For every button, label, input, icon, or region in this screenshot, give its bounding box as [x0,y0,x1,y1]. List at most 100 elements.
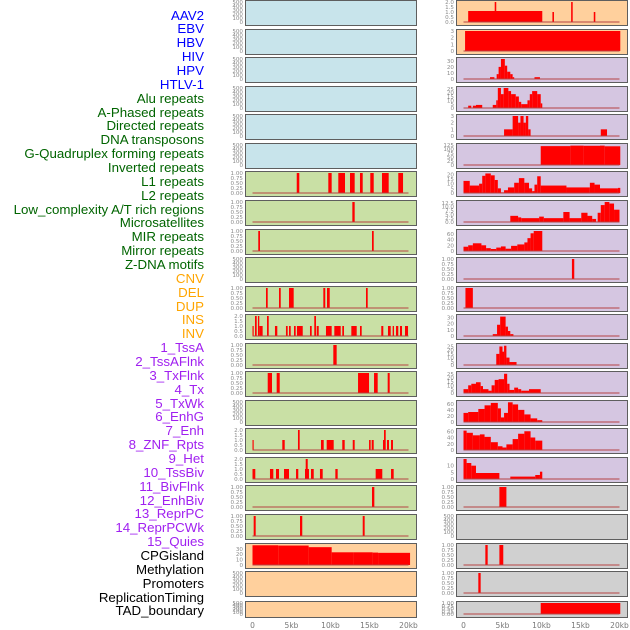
bar [571,259,575,279]
bar [352,202,355,222]
y-tick-label: 1.00 [442,543,455,549]
track-label: HBV [176,35,204,51]
y-tick-label: 200 [232,608,243,614]
area-segment [504,373,508,393]
bar [387,326,391,336]
area-segment [566,187,590,193]
y-tick-label: 10 [447,71,455,77]
panel-background [245,0,417,26]
bar [333,345,337,365]
area-segment [569,218,582,222]
area-segment [511,94,516,108]
y-tick-label: 100 [232,587,243,593]
bar [305,459,308,479]
track-label: EBV [177,21,204,37]
y-tick-label: 0 [239,277,243,283]
area-segment [472,243,482,251]
y-tick-label: 1.00 [231,371,244,377]
area-segment [518,389,522,393]
panel-frame [456,229,628,255]
track-label: 7_Enh [165,423,204,439]
track-panel: 0.000.250.500.751.00 [442,485,628,511]
track-label: INV [181,326,204,342]
y-tick-label: 0.75 [442,262,455,268]
y-tick-label: 15 [447,352,455,358]
panel-frame [456,428,628,454]
bar [293,326,296,336]
track-label: ReplicationTiming [98,589,204,605]
bar [371,440,374,450]
y-tick-label: 1.00 [231,171,244,177]
bar [316,326,319,336]
y-tick-label: 2 [450,36,454,42]
y-tick-label: 0 [450,77,454,83]
y-tick-label: 0.75 [442,576,455,582]
area-segment [537,420,543,422]
bar [252,326,254,336]
area-segment [518,409,525,422]
y-tick-label: 0.50 [231,296,244,302]
y-tick-label: 400 [232,575,243,581]
area-segment [535,475,540,479]
area-segment [492,334,498,336]
track-label: DUP [175,298,204,314]
y-tick-label: 0 [450,134,454,140]
area-segment [482,175,486,193]
bar [396,326,399,336]
panel-frame [456,601,628,618]
panel-frame [456,485,628,511]
bar [365,288,368,308]
area-segment [600,129,608,136]
area-segment [537,176,541,193]
y-tick-label: 1.5 [445,5,454,11]
y-tick-label: 0 [239,163,243,169]
track-label: Directed repeats [106,118,204,134]
y-tick-label: 0.0 [234,334,243,340]
y-tick-label: 0 [450,391,454,397]
area-segment [353,552,373,565]
track-label: Promoters [142,575,204,591]
area-segment [528,129,531,136]
area-segment [378,552,411,565]
bar [269,469,274,479]
bar [374,373,378,393]
area-segment [533,231,543,251]
panel-frame [456,514,628,540]
bar [352,440,355,450]
y-tick-label: 60 [447,429,455,435]
area-segment [478,408,485,422]
area-segment [529,389,541,393]
area-segment [604,202,610,222]
track-label: 9_Het [168,451,204,467]
y-tick-label: 0.00 [231,505,244,511]
area-segment [486,248,491,251]
y-tick-label: 0.25 [231,244,244,250]
bar [468,11,543,22]
track-label: DNA transposons [100,132,204,148]
y-tick-label: 1.00 [231,229,244,235]
panel-frame [245,485,417,511]
area-segment [510,334,514,336]
y-tick-label: 20 [447,172,455,178]
bar [289,288,294,308]
area-segment [496,100,498,108]
area-segment [504,412,508,422]
y-tick-label: 1.00 [231,485,244,491]
area-segment [502,351,505,365]
y-tick-label: 0.5 [234,472,243,478]
area-segment [500,59,505,79]
y-tick-label: 20 [447,91,455,97]
y-tick-label: 0.25 [442,301,455,307]
y-tick-label: 500 [232,57,243,63]
y-tick-label: 1.5 [234,433,243,439]
panel-frame [245,257,417,283]
area-segment [475,473,500,479]
area-segment [471,383,476,393]
panel-frame [456,0,628,26]
area-segment [515,96,519,108]
track-label: Low_complexity A/T rich regions [13,201,204,217]
